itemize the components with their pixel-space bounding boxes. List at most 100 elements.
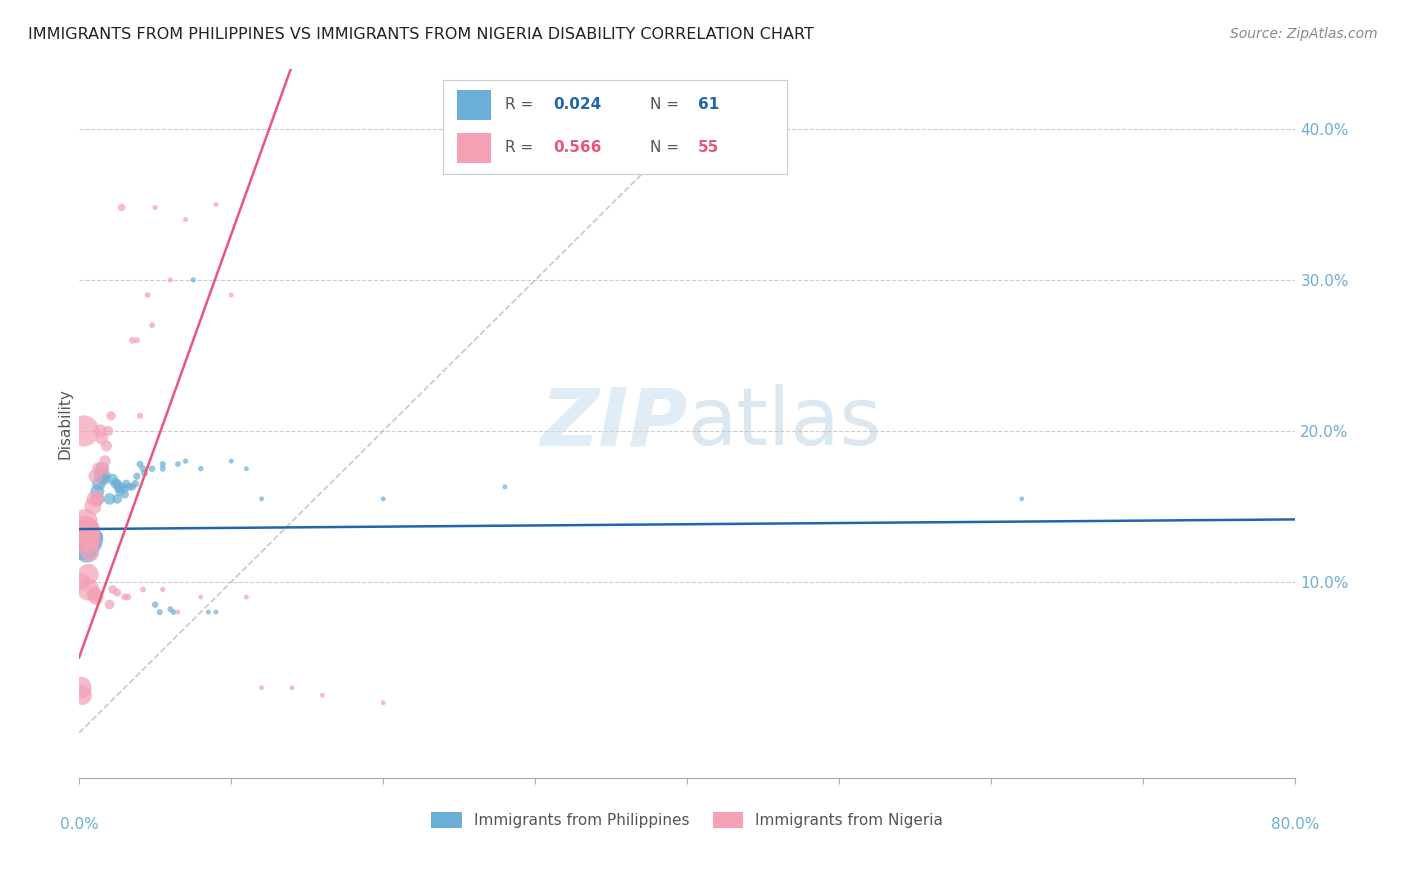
Point	[1011, 491, 1033, 506]
Point	[75, 515, 97, 529]
Point	[87, 461, 110, 475]
Point	[89, 469, 111, 483]
Point	[80, 537, 103, 551]
Text: 0.566: 0.566	[553, 140, 602, 155]
Point	[79, 530, 101, 544]
Point	[281, 681, 304, 695]
Point	[79, 533, 101, 547]
Text: atlas: atlas	[688, 384, 882, 462]
Point	[121, 334, 143, 348]
Point	[77, 582, 100, 597]
Point	[108, 484, 131, 499]
Point	[159, 273, 181, 287]
Text: 0.024: 0.024	[553, 97, 602, 112]
Point	[149, 605, 172, 619]
Point	[84, 530, 107, 544]
Point	[311, 688, 333, 702]
Point	[114, 481, 136, 495]
Point	[114, 590, 136, 604]
Point	[152, 461, 174, 475]
Point	[205, 605, 228, 619]
Point	[141, 318, 163, 333]
Point	[90, 461, 112, 475]
Point	[80, 525, 103, 540]
Point	[94, 469, 117, 483]
Point	[83, 530, 105, 544]
Text: 0.0%: 0.0%	[59, 817, 98, 832]
Point	[162, 605, 184, 619]
Point	[190, 461, 212, 475]
Point	[84, 533, 107, 547]
Point	[77, 522, 100, 536]
Point	[494, 480, 516, 494]
Point	[76, 522, 98, 536]
Point	[94, 454, 117, 468]
Point	[143, 201, 166, 215]
Point	[83, 537, 105, 551]
Point	[197, 605, 219, 619]
Point	[98, 491, 121, 506]
Point	[174, 212, 197, 227]
Point	[136, 288, 159, 302]
Point	[79, 537, 101, 551]
Bar	[457, 133, 491, 162]
Point	[69, 681, 91, 695]
Point	[80, 522, 103, 536]
Point	[167, 605, 190, 619]
Point	[219, 288, 242, 302]
Text: Source: ZipAtlas.com: Source: ZipAtlas.com	[1230, 27, 1378, 41]
Bar	[457, 89, 491, 120]
Point	[134, 466, 156, 480]
Text: R =: R =	[505, 140, 538, 155]
Point	[100, 409, 122, 423]
Point	[181, 273, 204, 287]
Point	[129, 457, 152, 471]
Point	[80, 526, 103, 541]
Point	[174, 454, 197, 468]
Point	[82, 533, 104, 547]
Point	[152, 582, 174, 597]
Point	[104, 476, 127, 491]
Point	[235, 461, 257, 475]
Point	[86, 491, 108, 506]
Point	[75, 522, 97, 536]
Point	[77, 567, 100, 582]
Point	[124, 476, 146, 491]
Point	[114, 487, 136, 501]
Text: 55: 55	[697, 140, 718, 155]
Point	[152, 457, 174, 471]
Text: IMMIGRANTS FROM PHILIPPINES VS IMMIGRANTS FROM NIGERIA DISABILITY CORRELATION CH: IMMIGRANTS FROM PHILIPPINES VS IMMIGRANT…	[28, 27, 814, 42]
Point	[111, 480, 134, 494]
Point	[190, 590, 212, 604]
Point	[105, 476, 128, 491]
Point	[101, 582, 124, 597]
Point	[73, 424, 96, 438]
Point	[84, 590, 107, 604]
Point	[129, 409, 152, 423]
Text: N =: N =	[650, 97, 683, 112]
Point	[76, 545, 98, 559]
Point	[118, 480, 141, 494]
Point	[90, 432, 112, 446]
Point	[121, 480, 143, 494]
Point	[132, 582, 155, 597]
Point	[86, 491, 108, 506]
Point	[79, 545, 101, 559]
Point	[250, 491, 273, 506]
Point	[235, 590, 257, 604]
Point	[82, 533, 104, 547]
Point	[125, 469, 148, 483]
Point	[125, 334, 148, 348]
Point	[70, 574, 93, 589]
Point	[107, 481, 129, 495]
Point	[97, 424, 120, 438]
Point	[132, 461, 155, 475]
Point	[89, 424, 111, 438]
Point	[83, 587, 105, 601]
Point	[93, 472, 115, 486]
Legend: Immigrants from Philippines, Immigrants from Nigeria: Immigrants from Philippines, Immigrants …	[425, 806, 949, 834]
Text: ZIP: ZIP	[540, 384, 688, 462]
Y-axis label: Disability: Disability	[58, 388, 72, 458]
Text: 80.0%: 80.0%	[1271, 817, 1320, 832]
Point	[101, 472, 124, 486]
